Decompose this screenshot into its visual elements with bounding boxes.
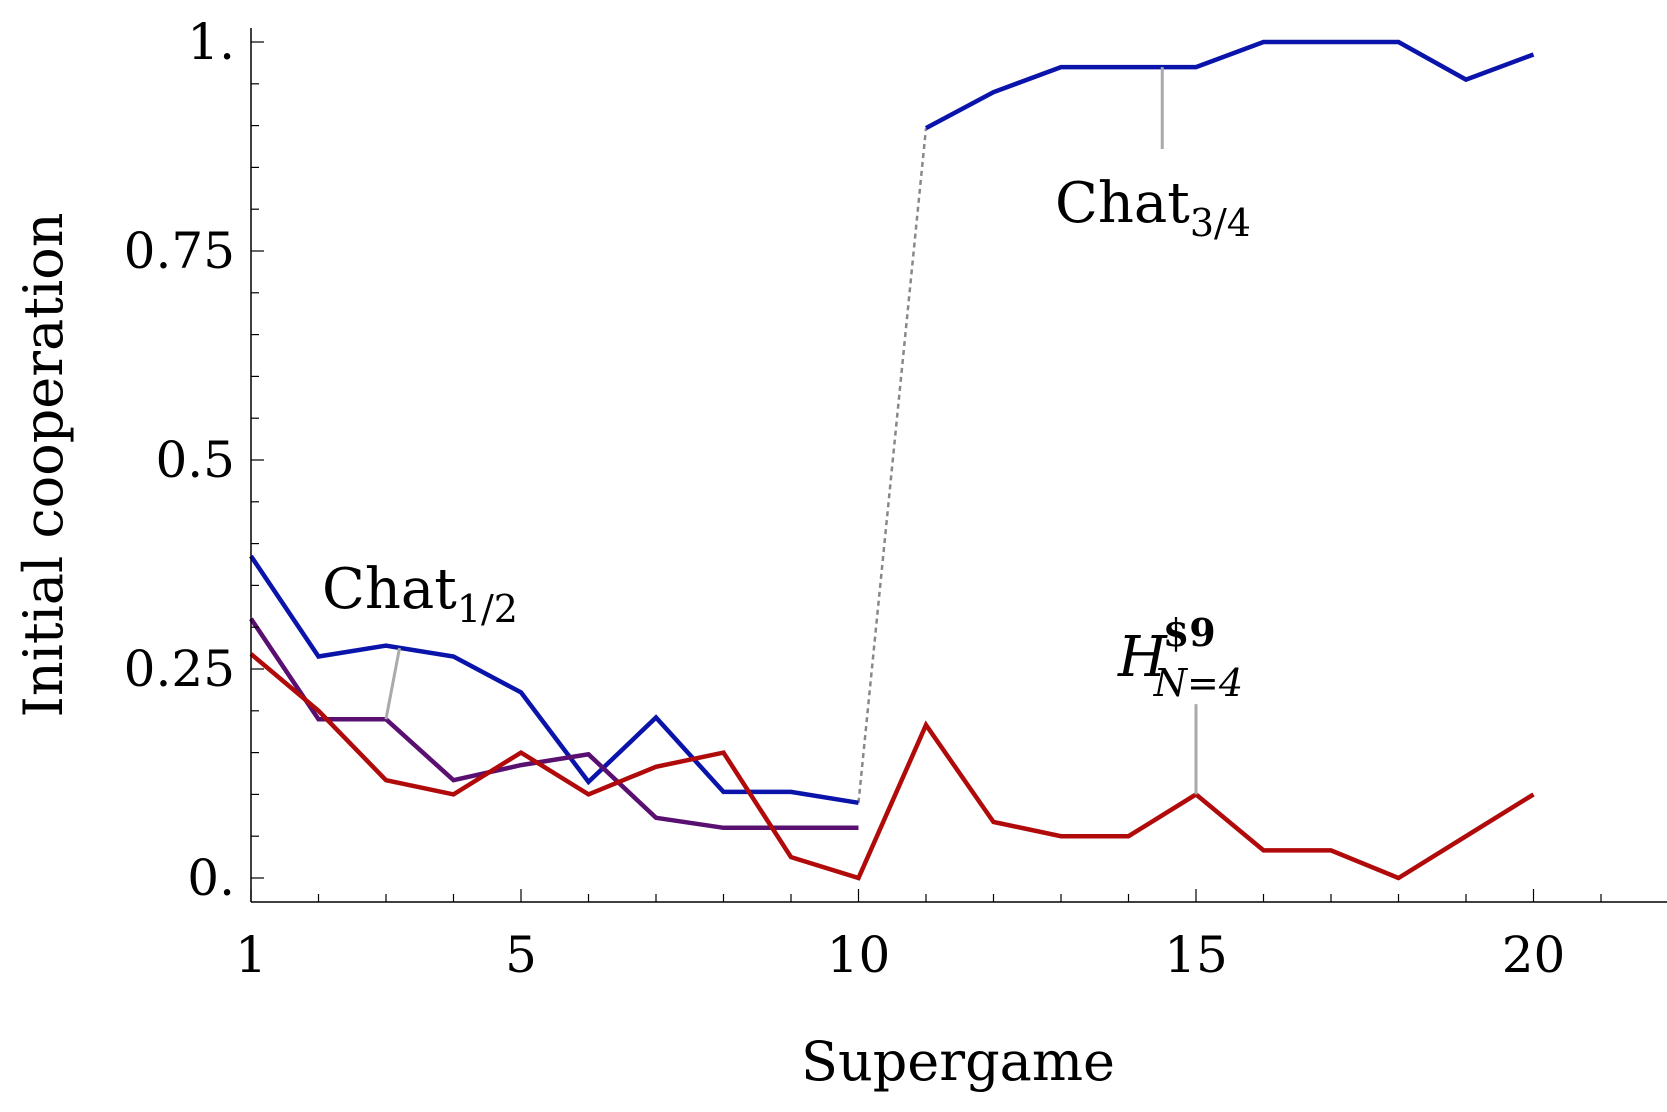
x-tick-label: 10 — [827, 926, 891, 984]
annotation-label: Chat1/2 — [322, 557, 518, 631]
annotation-layer: Chat1/2 Chat3/4 H$9 N=4 — [322, 171, 1251, 705]
y-tick-label: 0.25 — [124, 640, 235, 698]
y-axis-title: Initial cooperation — [12, 212, 75, 717]
series-line-1 — [924, 39, 1535, 131]
leader-layer — [384, 67, 1198, 795]
series-line-3 — [249, 652, 1535, 881]
series-line-2 — [249, 617, 859, 831]
x-axis-title: Supergame — [801, 1030, 1115, 1093]
annotation-leader-line — [384, 647, 401, 720]
annotation-label: H$9 N=4 — [1117, 610, 1243, 705]
x-tick-label: 1 — [235, 926, 267, 984]
axes-layer — [250, 28, 1667, 903]
y-tick-label: 0.5 — [155, 431, 235, 489]
connector-dotted-line — [857, 127, 928, 803]
x-tick-label: 20 — [1502, 926, 1566, 984]
series-layer — [249, 39, 1535, 881]
y-tick-label: 0.75 — [124, 222, 235, 280]
y-tick-label: 0. — [187, 849, 235, 907]
series-line-0 — [249, 554, 859, 806]
x-tick-label: 5 — [505, 926, 537, 984]
annotation-label: Chat3/4 — [1055, 171, 1251, 245]
x-tick-label: 15 — [1164, 926, 1228, 984]
y-tick-label: 1. — [187, 13, 235, 71]
connector-layer — [857, 127, 928, 803]
tick-layer: 0.0.250.50.751.1 5 10 15 20 — [124, 13, 1602, 984]
